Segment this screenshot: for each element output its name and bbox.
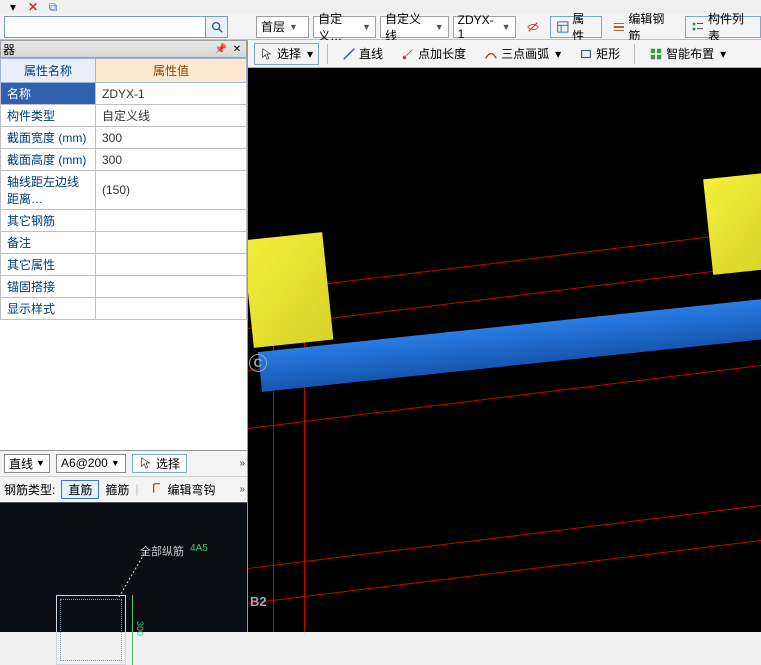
visibility-button[interactable] <box>520 16 546 38</box>
rebar-select-button-label: 选择 <box>156 455 180 472</box>
dropdown-arrow-icon[interactable]: ▾ <box>6 0 20 14</box>
column-3d <box>248 232 333 348</box>
property-name-cell: 其它钢筋 <box>1 210 96 232</box>
search-button[interactable] <box>205 17 227 37</box>
point-length-button[interactable]: 点加长度 <box>395 43 472 65</box>
table-row[interactable]: 其它属性 <box>1 254 247 276</box>
edit-hook-button-label: 编辑弯钩 <box>168 481 216 498</box>
rebar-type-label: 钢筋类型: <box>4 481 55 498</box>
expand-icon[interactable]: » <box>239 458 243 469</box>
category-dropdown-label: 自定义… <box>318 10 358 44</box>
straight-rebar-button[interactable]: 直筋 <box>61 480 99 499</box>
line-tool-button[interactable]: 直线 <box>336 43 389 65</box>
close-panel-icon[interactable]: ✕ <box>230 42 244 56</box>
dim-text-v: 300 <box>135 621 145 636</box>
component-list-button[interactable]: 构件列表 <box>685 16 761 38</box>
table-row[interactable]: 截面宽度 (mm)300 <box>1 127 247 149</box>
pin-icon[interactable]: 📌 <box>214 42 228 56</box>
table-row[interactable]: 显示样式 <box>1 298 247 320</box>
leader-line <box>119 545 179 600</box>
rebar-line-dropdown-label: 直线 <box>9 455 33 472</box>
column-3d <box>703 173 761 275</box>
property-name-cell: 锚固搭接 <box>1 276 96 298</box>
section-view[interactable]: 全部纵筋 4A5 300 <box>0 502 247 633</box>
property-name-cell: 截面高度 (mm) <box>1 149 96 171</box>
rebar-spec-dropdown[interactable]: A6@200▼ <box>56 454 126 473</box>
property-panel-header: 器 📌 ✕ <box>0 40 247 58</box>
edit-rebar-button-label: 编辑钢筋 <box>628 10 675 44</box>
grid-line <box>248 502 761 569</box>
table-row[interactable]: 锚固搭接 <box>1 276 247 298</box>
arc-tool-button[interactable]: 三点画弧▾ <box>478 43 567 65</box>
straight-rebar-button-label: 直筋 <box>68 481 92 498</box>
instance-dropdown-label: ZDYX-1 <box>458 13 498 41</box>
edit-rebar-button[interactable]: 编辑钢筋 <box>606 16 682 38</box>
properties-button-label: 属性 <box>572 10 595 44</box>
property-name-cell: 截面宽度 (mm) <box>1 127 96 149</box>
floor-dropdown[interactable]: 首层▼ <box>256 16 309 38</box>
category-dropdown[interactable]: 自定义…▼ <box>313 16 376 38</box>
grid-marker-c-label: C <box>254 356 263 370</box>
table-row[interactable]: 其它钢筋 <box>1 210 247 232</box>
close-icon[interactable]: ✕ <box>26 0 40 14</box>
type-dropdown[interactable]: 自定义线▼ <box>380 16 449 38</box>
property-name-cell: 显示样式 <box>1 298 96 320</box>
arc-tool-label: 三点画弧 <box>501 45 549 62</box>
copy-icon[interactable]: ⧉ <box>46 0 60 14</box>
property-value-cell[interactable] <box>96 232 247 254</box>
panel-title: 器 <box>3 41 15 58</box>
hoop-rebar-button[interactable]: 箍筋 <box>105 481 129 498</box>
rebar-select-button[interactable]: 选择 <box>132 454 187 473</box>
dim-line-v <box>132 595 133 665</box>
property-value-cell[interactable]: ZDYX-1 <box>96 83 247 105</box>
select-tool-label: 选择 <box>277 45 301 62</box>
search-box <box>4 16 228 38</box>
property-value-cell[interactable] <box>96 298 247 320</box>
table-row[interactable]: 名称ZDYX-1 <box>1 83 247 105</box>
property-value-cell[interactable]: 自定义线 <box>96 105 247 127</box>
floor-dropdown-label: 首层 <box>261 18 285 35</box>
property-name-cell: 构件类型 <box>1 105 96 127</box>
rebar-spec-dropdown-label: A6@200 <box>61 456 108 470</box>
instance-dropdown[interactable]: ZDYX-1▼ <box>453 16 516 38</box>
select-tool-button[interactable]: 选择▾ <box>254 43 319 65</box>
property-table: 属性名称 属性值 名称ZDYX-1构件类型自定义线截面宽度 (mm)300截面高… <box>0 58 247 320</box>
section-inner-rect <box>60 599 122 661</box>
property-value-cell[interactable]: 300 <box>96 127 247 149</box>
properties-button[interactable]: 属性 <box>550 16 602 38</box>
type-dropdown-label: 自定义线 <box>385 10 431 44</box>
rebar-line-dropdown[interactable]: 直线▼ <box>4 454 50 473</box>
property-value-cell[interactable]: (150) <box>96 171 247 210</box>
grid-marker-b2: B2 <box>250 594 267 609</box>
property-name-cell: 备注 <box>1 232 96 254</box>
table-row[interactable]: 轴线距左边线距离…(150) <box>1 171 247 210</box>
property-name-cell: 名称 <box>1 83 96 105</box>
model-viewport[interactable]: C B2 <box>248 68 761 632</box>
rect-tool-label: 矩形 <box>596 45 620 62</box>
property-value-cell[interactable]: 300 <box>96 149 247 171</box>
property-name-header: 属性名称 <box>1 59 96 83</box>
beam-3d <box>258 296 761 392</box>
grid-marker-c: C <box>249 354 267 372</box>
table-row[interactable]: 截面高度 (mm)300 <box>1 149 247 171</box>
table-row[interactable]: 备注 <box>1 232 247 254</box>
property-value-cell[interactable] <box>96 210 247 232</box>
point-length-label: 点加长度 <box>418 45 466 62</box>
smart-layout-label: 智能布置 <box>666 45 714 62</box>
property-value-cell[interactable] <box>96 276 247 298</box>
line-tool-label: 直线 <box>359 45 383 62</box>
property-value-cell[interactable] <box>96 254 247 276</box>
table-row[interactable]: 构件类型自定义线 <box>1 105 247 127</box>
grid-line <box>248 537 761 604</box>
property-value-header: 属性值 <box>96 59 247 83</box>
property-name-cell: 其它属性 <box>1 254 96 276</box>
smart-layout-button[interactable]: 智能布置▾ <box>643 43 732 65</box>
search-input[interactable] <box>5 17 205 37</box>
component-list-button-label: 构件列表 <box>708 10 755 44</box>
section-tag: 4A5 <box>190 543 208 554</box>
edit-hook-button[interactable]: 编辑弯钩 <box>145 480 222 499</box>
rect-tool-button[interactable]: 矩形 <box>573 43 626 65</box>
property-name-cell: 轴线距左边线距离… <box>1 171 96 210</box>
expand-icon-2[interactable]: » <box>239 484 243 495</box>
